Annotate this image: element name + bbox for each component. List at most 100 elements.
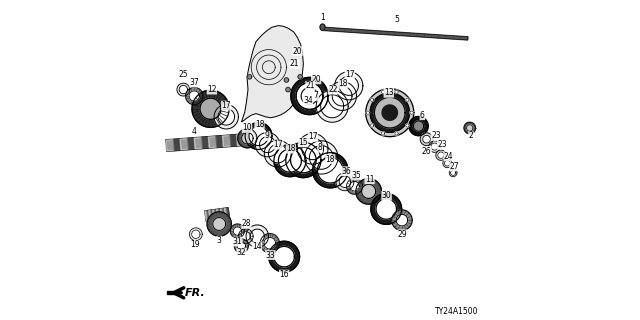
Polygon shape bbox=[223, 135, 230, 147]
Polygon shape bbox=[192, 90, 229, 127]
Polygon shape bbox=[248, 75, 252, 79]
Polygon shape bbox=[177, 83, 189, 96]
Polygon shape bbox=[406, 124, 409, 127]
Polygon shape bbox=[216, 136, 223, 147]
Text: 35: 35 bbox=[351, 171, 361, 180]
Polygon shape bbox=[166, 140, 174, 151]
Text: TY24A1500: TY24A1500 bbox=[435, 307, 479, 316]
Text: 6: 6 bbox=[420, 111, 425, 120]
Polygon shape bbox=[392, 210, 412, 230]
Polygon shape bbox=[320, 24, 325, 30]
Polygon shape bbox=[218, 209, 221, 219]
Text: 21: 21 bbox=[306, 81, 315, 90]
Text: 18: 18 bbox=[326, 155, 335, 164]
Polygon shape bbox=[207, 212, 232, 236]
Text: 9: 9 bbox=[265, 132, 269, 140]
Polygon shape bbox=[173, 139, 181, 150]
Polygon shape bbox=[362, 184, 376, 198]
Polygon shape bbox=[366, 111, 369, 114]
Text: 10: 10 bbox=[242, 124, 252, 132]
Polygon shape bbox=[230, 224, 244, 238]
Polygon shape bbox=[464, 122, 476, 134]
Polygon shape bbox=[409, 116, 428, 136]
Polygon shape bbox=[335, 72, 363, 100]
Polygon shape bbox=[381, 132, 385, 135]
Polygon shape bbox=[242, 26, 303, 122]
Polygon shape bbox=[413, 121, 424, 131]
Polygon shape bbox=[410, 111, 413, 114]
Polygon shape bbox=[296, 83, 323, 109]
Text: 26: 26 bbox=[422, 147, 431, 156]
Polygon shape bbox=[449, 169, 457, 177]
Text: 29: 29 bbox=[397, 230, 408, 239]
Polygon shape bbox=[451, 170, 456, 175]
Text: 25: 25 bbox=[179, 70, 188, 79]
Polygon shape bbox=[305, 141, 338, 174]
Polygon shape bbox=[296, 83, 323, 109]
Text: 34: 34 bbox=[303, 96, 313, 105]
Polygon shape bbox=[192, 230, 200, 238]
Polygon shape bbox=[237, 242, 246, 250]
Polygon shape bbox=[234, 227, 242, 235]
Polygon shape bbox=[371, 194, 402, 224]
Polygon shape bbox=[216, 209, 220, 219]
Text: 2: 2 bbox=[468, 132, 474, 140]
Polygon shape bbox=[189, 228, 202, 241]
Polygon shape bbox=[467, 125, 473, 131]
Text: 32: 32 bbox=[237, 248, 246, 257]
Text: 5: 5 bbox=[394, 15, 399, 24]
Polygon shape bbox=[356, 179, 381, 204]
Polygon shape bbox=[209, 210, 212, 220]
Polygon shape bbox=[420, 133, 433, 146]
Text: 11: 11 bbox=[365, 175, 374, 184]
Polygon shape bbox=[396, 214, 408, 226]
Text: 33: 33 bbox=[266, 251, 275, 260]
Polygon shape bbox=[166, 133, 252, 151]
Polygon shape bbox=[296, 47, 300, 52]
Polygon shape bbox=[366, 89, 414, 137]
Polygon shape bbox=[431, 143, 438, 150]
Polygon shape bbox=[205, 211, 208, 221]
Polygon shape bbox=[264, 237, 275, 249]
Polygon shape bbox=[238, 129, 257, 148]
Polygon shape bbox=[260, 137, 275, 153]
Text: 18: 18 bbox=[339, 79, 348, 88]
Polygon shape bbox=[226, 208, 230, 218]
Text: 22: 22 bbox=[328, 85, 337, 94]
Text: 17: 17 bbox=[345, 70, 355, 79]
Polygon shape bbox=[242, 132, 253, 144]
Polygon shape bbox=[332, 86, 352, 106]
Polygon shape bbox=[269, 241, 300, 272]
Polygon shape bbox=[218, 108, 235, 125]
Polygon shape bbox=[301, 88, 317, 104]
Polygon shape bbox=[186, 87, 203, 105]
Polygon shape bbox=[189, 91, 200, 101]
Text: 23: 23 bbox=[431, 132, 441, 140]
Polygon shape bbox=[255, 132, 280, 157]
Polygon shape bbox=[249, 126, 268, 146]
Polygon shape bbox=[423, 135, 430, 143]
Polygon shape bbox=[269, 144, 287, 163]
Polygon shape bbox=[438, 152, 444, 158]
Polygon shape bbox=[313, 153, 348, 188]
Polygon shape bbox=[371, 124, 374, 127]
Text: 31: 31 bbox=[232, 237, 243, 246]
Text: 18: 18 bbox=[255, 120, 264, 129]
Polygon shape bbox=[291, 77, 328, 115]
Polygon shape bbox=[317, 157, 343, 183]
Polygon shape bbox=[260, 234, 280, 253]
Polygon shape bbox=[278, 149, 301, 172]
Polygon shape bbox=[371, 98, 374, 101]
Text: 30: 30 bbox=[381, 191, 392, 200]
Polygon shape bbox=[211, 210, 214, 220]
Polygon shape bbox=[264, 140, 291, 167]
Polygon shape bbox=[200, 98, 221, 119]
Polygon shape bbox=[224, 208, 227, 218]
Polygon shape bbox=[395, 90, 398, 93]
Polygon shape bbox=[230, 135, 237, 146]
Text: 4: 4 bbox=[191, 127, 196, 136]
Polygon shape bbox=[339, 76, 358, 95]
Polygon shape bbox=[302, 138, 323, 160]
Text: 20: 20 bbox=[311, 75, 321, 84]
Text: 19: 19 bbox=[190, 240, 200, 249]
